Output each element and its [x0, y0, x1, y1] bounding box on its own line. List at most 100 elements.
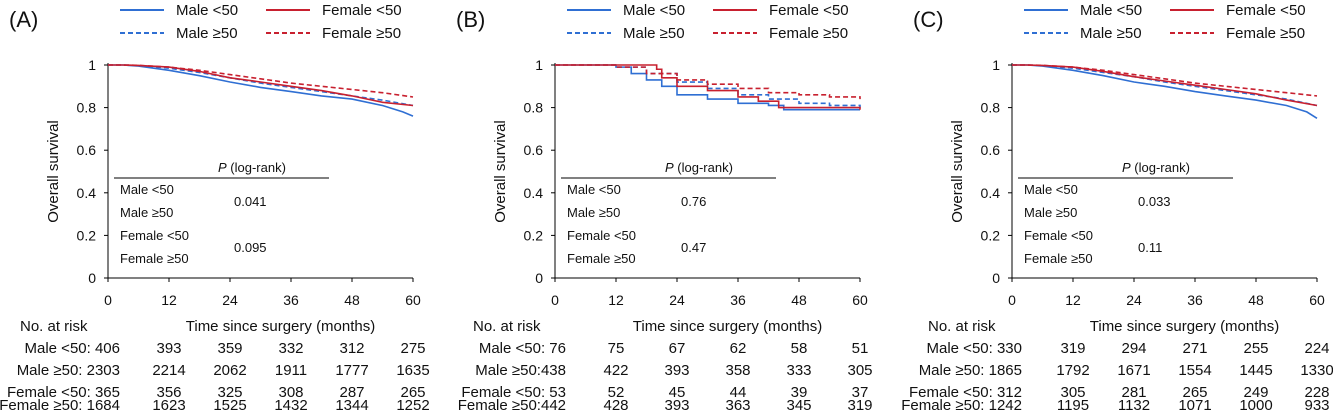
risk-value: 39	[791, 384, 808, 401]
risk-value: 363	[725, 397, 750, 414]
risk-label: Male ≥50:438	[475, 362, 566, 379]
legend-label-female-lt50: Female <50	[769, 2, 849, 19]
risk-value: 393	[664, 397, 689, 414]
risk-value: 319	[847, 397, 872, 414]
risk-value: 75	[608, 340, 625, 357]
y-tick-label: 0.2	[77, 227, 97, 243]
y-tick-label: 0.8	[77, 100, 97, 116]
curve-female-ge50	[555, 64, 861, 100]
risk-value: 265	[1182, 384, 1207, 401]
risk-value: 255	[1243, 340, 1268, 357]
risk-value: 1000	[1239, 397, 1272, 414]
curve-male-ge50	[1012, 64, 1318, 107]
risk-value: 52	[608, 384, 625, 401]
risk-label: Female <50: 312	[909, 384, 1022, 401]
x-tick-label: 48	[1248, 292, 1264, 308]
risk-value: 1777	[335, 362, 368, 379]
legend-label-female-ge50: Female ≥50	[322, 25, 401, 42]
legend-label-male-lt50: Male <50	[176, 2, 238, 19]
y-tick-label: 1	[535, 57, 543, 73]
pvalue-row-label: Male <50	[567, 182, 621, 197]
legend-label-male-lt50: Male <50	[1080, 2, 1142, 19]
x-tick-label: 36	[283, 292, 299, 308]
risk-value: 1623	[152, 397, 185, 414]
legend-label-male-ge50: Male ≥50	[176, 25, 238, 42]
pvalue-title: P (log-rank)	[665, 160, 733, 175]
y-axis-label: Overall survival	[45, 120, 62, 223]
x-tick-label: 48	[344, 292, 360, 308]
y-tick-label: 0.4	[981, 185, 1001, 201]
pvalue-title-p: P	[218, 160, 227, 175]
pvalue-male: 0.033	[1138, 194, 1171, 209]
y-axis-label: Overall survival	[949, 120, 966, 223]
risk-value: 345	[786, 397, 811, 414]
risk-label: Female ≥50:442	[458, 397, 566, 414]
risk-value: 1525	[213, 397, 246, 414]
risk-value: 62	[730, 340, 747, 357]
pvalue-row-label: Female ≥50	[567, 251, 636, 266]
risk-value: 319	[1060, 340, 1085, 357]
pvalue-row-label: Male ≥50	[567, 205, 620, 220]
pvalue-title: P (log-rank)	[1122, 160, 1190, 175]
x-tick-label: 0	[104, 292, 112, 308]
risk-value: 45	[669, 384, 686, 401]
y-tick-label: 1	[992, 57, 1000, 73]
risk-value: 224	[1304, 340, 1329, 357]
risk-value: 1635	[396, 362, 429, 379]
risk-value: 228	[1304, 384, 1329, 401]
pvalue-title: P (log-rank)	[218, 160, 286, 175]
risk-value: 393	[156, 340, 181, 357]
risk-value: 51	[852, 340, 869, 357]
x-tick-label: 0	[1008, 292, 1016, 308]
risk-label: Female <50: 365	[7, 384, 120, 401]
risk-value: 933	[1304, 397, 1329, 414]
x-tick-label: 48	[791, 292, 807, 308]
risk-label: Male <50: 330	[927, 340, 1023, 357]
risk-value: 287	[339, 384, 364, 401]
y-axis-label: Overall survival	[492, 120, 509, 223]
risk-value: 325	[217, 384, 242, 401]
risk-value: 2214	[152, 362, 185, 379]
pvalue-row-label: Male ≥50	[1024, 205, 1077, 220]
risk-value: 44	[730, 384, 747, 401]
curve-female-lt50	[555, 64, 861, 110]
y-tick-label: 0.8	[524, 100, 544, 116]
risk-label: Female ≥50: 1684	[0, 397, 120, 414]
y-tick-label: 0	[992, 270, 1000, 286]
risk-label: Female <50: 53	[461, 384, 566, 401]
risk-value: 1432	[274, 397, 307, 414]
legend-label-male-lt50: Male <50	[623, 2, 685, 19]
panel-c: (C) Male <50 Female <50 Male ≥50 Female ≥50 0…	[901, 2, 1333, 414]
risk-label: Male <50: 76	[479, 340, 566, 357]
pvalue-male: 0.76	[681, 194, 706, 209]
pvalue-title-p: P	[1122, 160, 1131, 175]
pvalue-row-label: Female ≥50	[1024, 251, 1093, 266]
x-tick-label: 24	[222, 292, 238, 308]
x-tick-label: 12	[1065, 292, 1081, 308]
risk-value: 428	[603, 397, 628, 414]
pvalue-male: 0.041	[234, 194, 267, 209]
y-tick-label: 1	[88, 57, 96, 73]
pvalue-row-label: Female <50	[120, 228, 189, 243]
x-axis-label: Time since surgery (months)	[633, 318, 823, 335]
legend-label-female-lt50: Female <50	[1226, 2, 1306, 19]
y-tick-label: 0.6	[981, 142, 1001, 158]
risk-value: 308	[278, 384, 303, 401]
risk-value: 271	[1182, 340, 1207, 357]
pvalue-row-label: Female ≥50	[120, 251, 189, 266]
legend-label-female-lt50: Female <50	[322, 2, 402, 19]
x-tick-label: 60	[852, 292, 868, 308]
risk-value: 281	[1121, 384, 1146, 401]
panel-label: (C)	[913, 7, 944, 32]
risk-value: 294	[1121, 340, 1146, 357]
x-tick-label: 24	[1126, 292, 1142, 308]
x-axis-label: Time since surgery (months)	[1090, 318, 1280, 335]
pvalue-row-label: Female <50	[1024, 228, 1093, 243]
y-tick-label: 0.4	[77, 185, 97, 201]
legend-label-female-ge50: Female ≥50	[1226, 25, 1305, 42]
x-tick-label: 60	[405, 292, 421, 308]
risk-value: 1671	[1117, 362, 1150, 379]
risk-value: 1071	[1178, 397, 1211, 414]
risk-value: 1445	[1239, 362, 1272, 379]
pvalue-title-p: P	[665, 160, 674, 175]
